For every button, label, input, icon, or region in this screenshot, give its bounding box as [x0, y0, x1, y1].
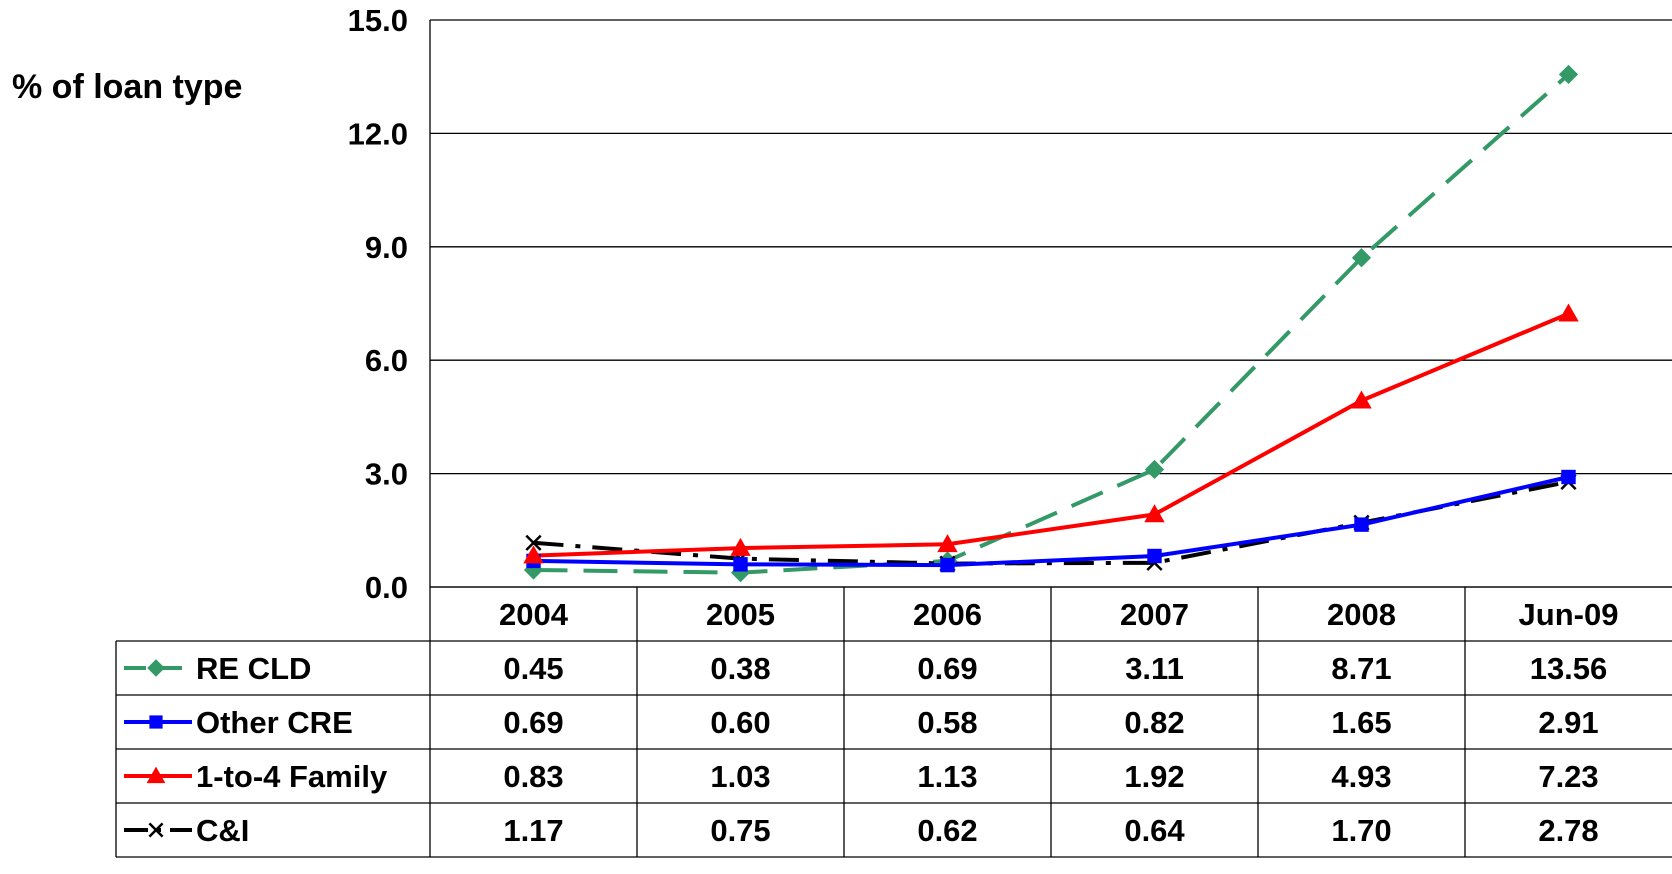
data-point-other-cre — [1561, 469, 1576, 485]
data-label: 8.71 — [1331, 651, 1391, 686]
data-label: 0.69 — [917, 651, 977, 686]
legend-key-other-cre — [124, 715, 192, 729]
legend-label-c-i: C&I — [196, 813, 249, 848]
data-label: 1.65 — [1331, 705, 1391, 740]
data-table: 2004 2005 2006 2007 2008 Jun-09 RE CLD 0.45 0.38… — [115, 586, 1672, 858]
y-tick-label: 15.0 — [348, 3, 408, 38]
data-label: 0.69 — [503, 705, 563, 740]
data-point-c-i — [525, 534, 542, 551]
data-label: 1.13 — [917, 759, 977, 794]
series-line-c-i — [533, 479, 1569, 566]
data-label: 0.60 — [710, 705, 770, 740]
y-axis-label: % of loan type — [12, 68, 242, 106]
data-point-1-to-4-family — [730, 537, 751, 556]
data-point-other-cre — [1147, 548, 1162, 564]
category-label: Jun-09 — [1519, 597, 1619, 632]
data-label: 0.75 — [710, 813, 770, 848]
data-point-1-to-4-family — [937, 534, 958, 553]
data-label: 0.38 — [710, 651, 770, 686]
legend-label-re-cld: RE CLD — [196, 651, 311, 686]
data-point-re-cld — [1351, 248, 1372, 268]
data-label: 1.92 — [1124, 759, 1184, 794]
category-label: 2008 — [1327, 597, 1396, 632]
data-label: 0.64 — [1124, 813, 1185, 848]
data-label: 0.45 — [503, 651, 563, 686]
category-label: 2005 — [706, 597, 775, 632]
y-tick-label: 12.0 — [348, 116, 408, 151]
data-label: 2.91 — [1538, 705, 1598, 740]
category-label: 2007 — [1120, 597, 1189, 632]
data-point-1-to-4-family — [1558, 303, 1579, 322]
legend-label-other-cre: Other CRE — [196, 705, 353, 740]
gridlines — [429, 19, 1672, 588]
data-label: 0.82 — [1124, 705, 1184, 740]
legend-key-re-cld — [124, 659, 192, 677]
legend-marker — [146, 766, 166, 784]
legend-label-1-to-4-family: 1-to-4 Family — [196, 759, 388, 794]
legend-key-1-to-4-family — [124, 766, 192, 784]
data-point-re-cld — [1558, 64, 1579, 85]
series-line-other-cre — [533, 475, 1569, 568]
data-label: 7.23 — [1538, 759, 1598, 794]
data-label: 0.62 — [917, 813, 977, 848]
y-tick-label: 9.0 — [365, 230, 408, 265]
legend-key-c-i — [124, 822, 192, 838]
series-lines — [533, 72, 1570, 575]
data-label: 0.58 — [917, 705, 977, 740]
y-tick-labels: 0.0 3.0 6.0 9.0 12.0 15.0 — [348, 3, 408, 605]
legend-marker — [147, 659, 165, 677]
data-point-other-cre — [733, 557, 748, 572]
data-label: 1.03 — [710, 759, 770, 794]
legend-marker — [148, 822, 164, 838]
legend-marker — [149, 715, 163, 729]
data-label: 13.56 — [1530, 651, 1608, 686]
data-point-re-cld — [1144, 459, 1165, 480]
data-label: 1.70 — [1331, 813, 1391, 848]
y-tick-label: 0.0 — [365, 570, 408, 605]
data-label: 1.17 — [503, 813, 563, 848]
data-point-other-cre — [940, 557, 955, 573]
data-point-1-to-4-family — [1144, 504, 1165, 523]
category-label: 2004 — [499, 597, 569, 632]
series-line-1-to-4-family — [533, 311, 1570, 558]
data-point-other-cre — [1354, 517, 1369, 532]
data-label: 4.93 — [1331, 759, 1391, 794]
category-label: 2006 — [913, 597, 982, 632]
y-tick-label: 3.0 — [365, 457, 408, 492]
data-label: 2.78 — [1538, 813, 1598, 848]
data-point-1-to-4-family — [523, 545, 544, 564]
series-line-re-cld — [533, 72, 1570, 575]
data-point-1-to-4-family — [1351, 390, 1372, 409]
y-tick-label: 6.0 — [365, 343, 408, 378]
series-markers — [523, 64, 1579, 583]
data-label: 0.83 — [503, 759, 563, 794]
data-label: 3.11 — [1125, 651, 1184, 686]
